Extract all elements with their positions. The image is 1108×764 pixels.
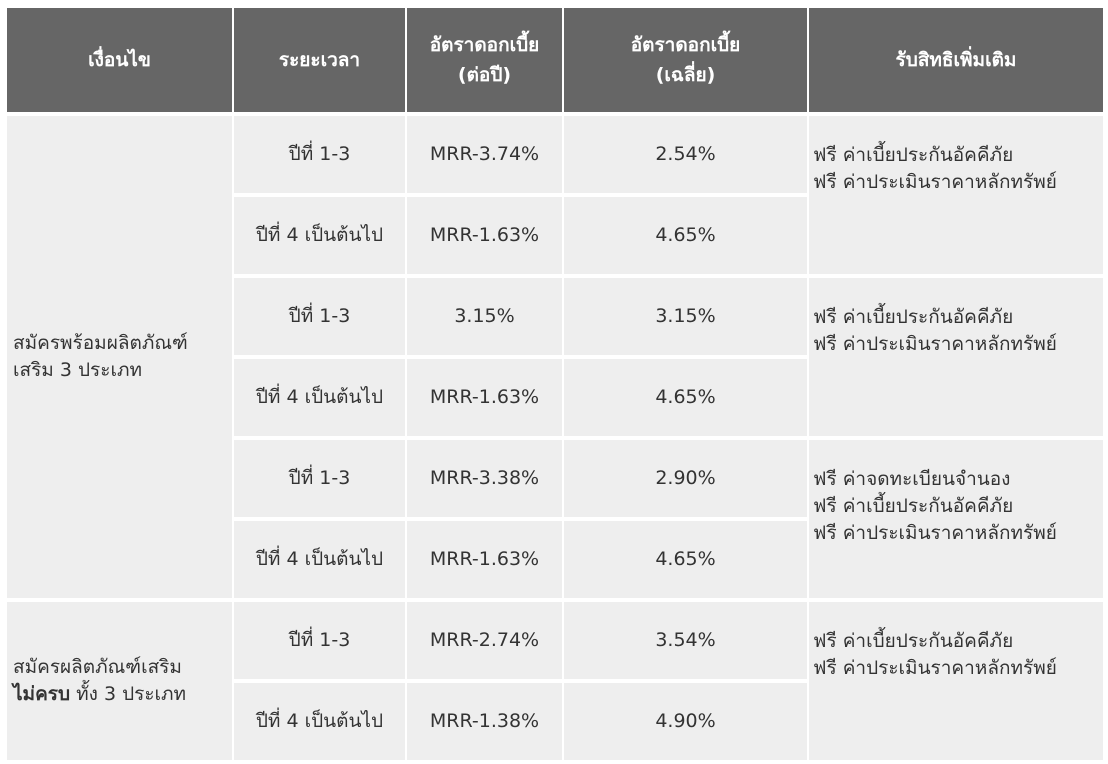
period-cell: ปีที่ 1-3 [234, 278, 405, 355]
period-cell: ปีที่ 1-3 [234, 116, 405, 193]
rate-cell: MRR-3.74% [407, 116, 562, 193]
period-cell: ปีที่ 4 เป็นต้นไป [234, 359, 405, 436]
table-header-row: เงื่อนไข ระยะเวลา อัตราดอกเบี้ย (ต่อปี) … [7, 8, 1103, 112]
period-cell: ปีที่ 4 เป็นต้นไป [234, 521, 405, 598]
average-rate-cell: 2.90% [564, 440, 807, 517]
rate-cell: MRR-1.63% [407, 521, 562, 598]
table-row: สมัครพร้อมผลิตภัณฑ์ เสริม 3 ประเภท ปีที่… [7, 116, 1103, 598]
benefits-cell: ฟรี ค่าเบี้ยประกันอัคคีภัย ฟรี ค่าประเมิ… [809, 116, 1103, 274]
condition-text: สมัครผลิตภัณฑ์เสริม [13, 656, 182, 678]
rate-cell: MRR-1.63% [407, 359, 562, 436]
benefit-item: ฟรี ค่าจดทะเบียนจำนอง [813, 468, 1011, 490]
header-rate-annual: อัตราดอกเบี้ย (ต่อปี) [407, 8, 562, 112]
average-rate-cell: 3.15% [564, 278, 807, 355]
table-row: สมัครผลิตภัณฑ์เสริม ไม่ครบ ทั้ง 3 ประเภท… [7, 602, 1103, 760]
average-rate-cell: 2.54% [564, 116, 807, 193]
condition-text: สมัครพร้อมผลิตภัณฑ์ [13, 332, 188, 354]
rate-cell: MRR-1.38% [407, 683, 562, 760]
benefit-item: ฟรี ค่าเบี้ยประกันอัคคีภัย [813, 630, 1014, 652]
average-rate-cell: 4.65% [564, 359, 807, 436]
condition-cell: สมัครพร้อมผลิตภัณฑ์ เสริม 3 ประเภท [7, 116, 232, 598]
rate-cell: MRR-1.63% [407, 197, 562, 274]
rate-cell: 3.15% [407, 278, 562, 355]
rate-cell: MRR-2.74% [407, 602, 562, 679]
benefit-item: ฟรี ค่าเบี้ยประกันอัคคีภัย [813, 495, 1014, 517]
period-cell: ปีที่ 4 เป็นต้นไป [234, 683, 405, 760]
table-row: ปีที่ 4 เป็นต้นไป MRR-1.38% 4.90% [7, 683, 1103, 760]
header-rate-average: อัตราดอกเบี้ย (เฉลี่ย) [564, 8, 807, 112]
benefit-item: ฟรี ค่าประเมินราคาหลักทรัพย์ [813, 657, 1057, 679]
period-cell: ปีที่ 4 เป็นต้นไป [234, 197, 405, 274]
benefits-cell: ฟรี ค่าเบี้ยประกันอัคคีภัย ฟรี ค่าประเมิ… [809, 278, 1103, 436]
benefit-item: ฟรี ค่าประเมินราคาหลักทรัพย์ [813, 333, 1057, 355]
header-rate-annual-line2: (ต่อปี) [457, 64, 512, 86]
benefit-item: ฟรี ค่าประเมินราคาหลักทรัพย์ [813, 522, 1057, 544]
header-rate-average-line1: อัตราดอกเบี้ย [630, 34, 741, 56]
average-rate-cell: 4.65% [564, 521, 807, 598]
table-row: ปีที่ 1-3 MRR-3.38% 2.90% ฟรี ค่าจดทะเบี… [7, 440, 1103, 598]
benefits-cell: ฟรี ค่าจดทะเบียนจำนอง ฟรี ค่าเบี้ยประกัน… [809, 440, 1103, 598]
table-row: ปีที่ 4 เป็นต้นไป MRR-1.63% 4.65% [7, 359, 1103, 436]
condition-text: ไม่ครบ ทั้ง 3 ประเภท [13, 681, 232, 708]
period-cell: ปีที่ 1-3 [234, 440, 405, 517]
mortgage-rate-table: เงื่อนไข ระยะเวลา อัตราดอกเบี้ย (ต่อปี) … [5, 4, 1105, 764]
header-period: ระยะเวลา [234, 8, 405, 112]
header-rate-average-line2: (เฉลี่ย) [655, 64, 716, 86]
table-row: ปีที่ 4 เป็นต้นไป MRR-1.63% 4.65% [7, 521, 1103, 598]
benefit-item: ฟรี ค่าประเมินราคาหลักทรัพย์ [813, 171, 1057, 193]
condition-text-rest: ทั้ง 3 ประเภท [70, 683, 187, 705]
condition-emphasis: ไม่ครบ [13, 683, 71, 705]
header-benefits: รับสิทธิเพิ่มเติม [809, 8, 1103, 112]
benefit-item: ฟรี ค่าเบี้ยประกันอัคคีภัย [813, 306, 1014, 328]
period-cell: ปีที่ 1-3 [234, 602, 405, 679]
benefit-item: ฟรี ค่าเบี้ยประกันอัคคีภัย [813, 144, 1014, 166]
benefits-cell: ฟรี ค่าเบี้ยประกันอัคคีภัย ฟรี ค่าประเมิ… [809, 602, 1103, 760]
average-rate-cell: 4.65% [564, 197, 807, 274]
table-row: ปีที่ 4 เป็นต้นไป MRR-1.63% 4.65% [7, 197, 1103, 274]
average-rate-cell: 3.54% [564, 602, 807, 679]
header-condition: เงื่อนไข [7, 8, 232, 112]
condition-cell: สมัครผลิตภัณฑ์เสริม ไม่ครบ ทั้ง 3 ประเภท [7, 602, 232, 760]
rate-cell: MRR-3.38% [407, 440, 562, 517]
average-rate-cell: 4.90% [564, 683, 807, 760]
table-row: ปีที่ 1-3 3.15% 3.15% ฟรี ค่าเบี้ยประกัน… [7, 278, 1103, 436]
header-rate-annual-line1: อัตราดอกเบี้ย [429, 34, 540, 56]
condition-text: เสริม 3 ประเภท [13, 359, 143, 381]
